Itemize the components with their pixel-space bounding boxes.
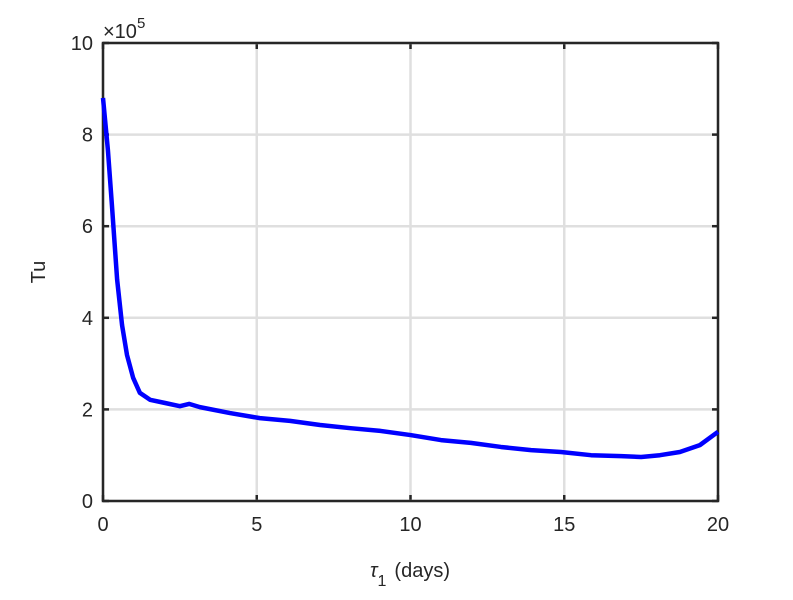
y-tick-label: 0 — [82, 491, 93, 513]
y-tick-label: 4 — [82, 308, 93, 330]
y-exponent: ×105 — [103, 15, 145, 43]
y-tick-label: 2 — [82, 399, 93, 421]
x-label-text: (days) — [394, 560, 450, 582]
x-tick-label: 15 — [553, 514, 575, 536]
axes-box — [101, 41, 720, 503]
x-label-subscript: 1 — [378, 573, 387, 590]
x-label-symbol: τ — [370, 560, 379, 582]
exponent-power: 5 — [137, 15, 145, 32]
y-tick-label: 10 — [71, 33, 93, 55]
x-tick-label: 10 — [399, 514, 421, 536]
x-tick-label: 5 — [251, 514, 262, 536]
data-line — [100, 97, 720, 460]
y-tick-label: 6 — [82, 216, 93, 238]
y-tick-label: 8 — [82, 125, 93, 147]
x-tick-label: 20 — [707, 514, 729, 536]
exponent-base: ×10 — [103, 21, 137, 43]
x-tick-label: 0 — [97, 514, 108, 536]
y-axis-label: Tu — [28, 261, 50, 284]
x-axis-label: τ1 (days) — [370, 560, 450, 590]
